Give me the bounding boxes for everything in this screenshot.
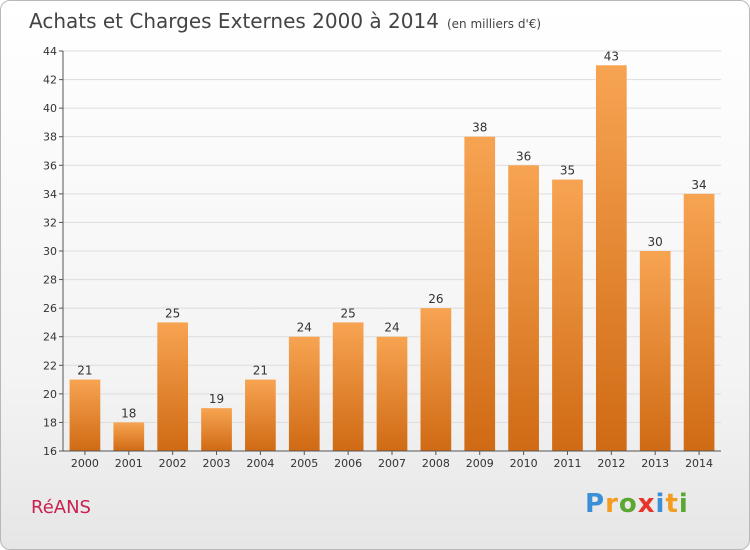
x-tick-label: 2008: [422, 457, 450, 470]
data-label: 36: [516, 149, 531, 163]
y-tick-label: 38: [43, 131, 57, 144]
x-tick-label: 2004: [246, 457, 274, 470]
chart-title: Achats et Charges Externes 2000 à 2014 (e…: [29, 9, 541, 33]
data-label: 19: [209, 392, 224, 406]
x-tick-label: 2006: [334, 457, 362, 470]
bar: [420, 308, 452, 451]
bar: [552, 179, 583, 452]
bar: [376, 336, 408, 451]
bar: [245, 379, 276, 451]
x-tick-label: 2013: [641, 457, 669, 470]
y-tick-label: 32: [43, 216, 57, 229]
data-label: 43: [604, 49, 619, 63]
data-label: 21: [77, 364, 92, 378]
data-label: 25: [165, 306, 180, 320]
data-label: 35: [560, 164, 575, 178]
title-text: Achats et Charges Externes 2000 à 2014: [29, 9, 439, 33]
x-tick-label: 2009: [466, 457, 494, 470]
logo-letter: i: [655, 489, 666, 519]
commune-name: RéANS: [31, 497, 91, 518]
y-tick-label: 18: [43, 416, 57, 429]
x-tick-label: 2014: [685, 457, 713, 470]
logo-letter: t: [665, 489, 679, 519]
bar: [332, 322, 364, 451]
y-tick-label: 30: [43, 245, 57, 258]
y-tick-label: 26: [43, 302, 57, 315]
logo-letter: P: [585, 489, 606, 519]
data-label: 24: [384, 321, 399, 335]
bar: [639, 251, 671, 451]
y-tick-label: 44: [43, 45, 57, 58]
data-label: 34: [691, 178, 706, 192]
data-label: 26: [428, 292, 443, 306]
x-tick-label: 2012: [597, 457, 625, 470]
x-tick-label: 2011: [553, 457, 581, 470]
bar: [683, 193, 715, 451]
chart-subtitle: (en milliers d'€): [446, 17, 542, 31]
x-tick-label: 2002: [159, 457, 187, 470]
x-tick-label: 2005: [290, 457, 318, 470]
data-label: 25: [340, 306, 355, 320]
y-tick-label: 16: [43, 445, 57, 458]
x-tick-label: 2003: [203, 457, 231, 470]
data-label: 18: [121, 406, 136, 420]
x-tick-label: 2010: [510, 457, 538, 470]
data-label: 24: [297, 321, 312, 335]
bar: [508, 165, 539, 452]
y-tick-label: 34: [43, 188, 57, 201]
y-tick-label: 20: [43, 388, 57, 401]
bar: [201, 408, 232, 451]
logo-letter: r: [605, 489, 619, 519]
proxiti-logo: Proxiti: [585, 489, 689, 519]
y-tick-label: 28: [43, 274, 57, 287]
bar: [595, 65, 627, 452]
bar: [113, 422, 145, 451]
x-tick-label: 2000: [71, 457, 99, 470]
x-tick-label: 2001: [115, 457, 143, 470]
y-tick-label: 42: [43, 74, 57, 87]
y-tick-label: 22: [43, 359, 57, 372]
logo-letter: o: [618, 489, 638, 519]
logo-letter: x: [637, 489, 656, 519]
data-label: 38: [472, 121, 487, 135]
bar: [288, 336, 320, 451]
bar: [157, 322, 189, 451]
y-tick-label: 24: [43, 331, 57, 344]
bar: [69, 379, 101, 451]
x-tick-label: 2007: [378, 457, 406, 470]
data-label: 30: [648, 235, 663, 249]
y-tick-label: 36: [43, 159, 57, 172]
y-tick-label: 40: [43, 102, 57, 115]
logo-letter: i: [678, 489, 689, 519]
bar: [464, 136, 496, 451]
data-label: 21: [253, 364, 268, 378]
